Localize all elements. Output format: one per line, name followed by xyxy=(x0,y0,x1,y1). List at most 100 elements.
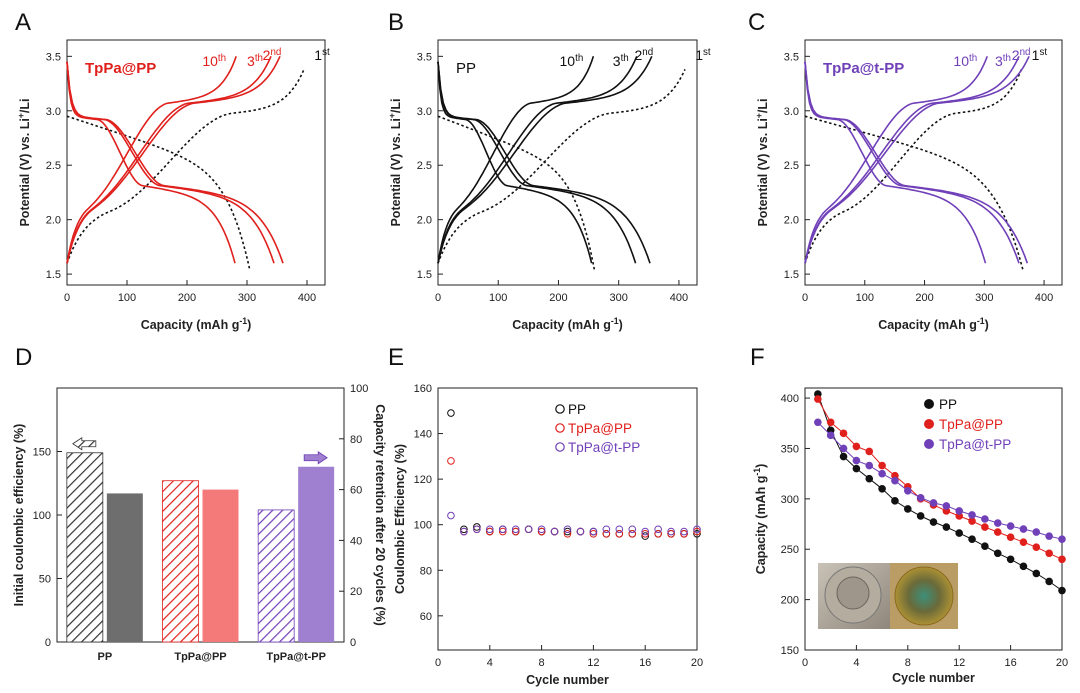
chart-b-charge-discharge-pp: 0 100 200 300 400 1.5 2.0 2.5 3.0 3.5 Capacity (mA… xyxy=(387,39,711,332)
panel-f-point-TpPa@PP xyxy=(852,442,861,451)
panel-f-point-TpPa@t-PP xyxy=(1058,535,1066,543)
panel-d-left-tick-label: 150 xyxy=(33,447,51,459)
panel-b-cycle-label-1st: 1st xyxy=(695,47,711,64)
panel-b-discharge-10th xyxy=(437,61,593,264)
panel-c-cycle-label-3rd: 3th xyxy=(995,53,1011,70)
panel-b-title: PP xyxy=(456,60,476,77)
panel-e-point-TpPa@PP xyxy=(498,527,507,536)
panel-d-category-label: TpPa@PP xyxy=(174,651,226,663)
panel-a-ylabel: Potential (V) vs. Li+/Li xyxy=(16,98,32,226)
panel-e-xlabel: Cycle number xyxy=(526,673,609,687)
panel-d-bar-retention-0 xyxy=(106,493,143,642)
panel-d-bar-efficiency-0 xyxy=(66,452,104,643)
panel-f-point-TpPa@PP xyxy=(1032,543,1041,552)
panel-d-right-axis-arrow xyxy=(303,450,328,465)
panel-e-point-TpPa@t-PP xyxy=(641,527,650,536)
panel-f-point-PP xyxy=(942,523,951,531)
panel-e-point-PP xyxy=(447,409,455,417)
panel-d-left-tick-label: 0 xyxy=(45,637,51,649)
panel-f-point-TpPa@PP xyxy=(1006,533,1015,541)
panel-f-legend-label: PP xyxy=(939,397,957,412)
panel-f-xtick-label: 8 xyxy=(905,657,911,669)
panel-a-xtick-label: 200 xyxy=(178,292,196,304)
panel-e-point-TpPa@PP xyxy=(667,530,675,538)
panel-f-legend-label: TpPa@t-PP xyxy=(939,437,1011,452)
panel-e-point-TpPa@t-PP xyxy=(486,525,494,534)
panel-f-point-TpPa@PP xyxy=(981,523,989,531)
panel-f-point-PP xyxy=(891,497,899,505)
panel-f-point-PP xyxy=(1006,555,1015,564)
panel-e-point-TpPa@t-PP xyxy=(498,525,507,534)
chart-e-coulombic-efficiency: 0 4 8 12 16 20 60 80 100 120 140 160 Cycle number Cou… xyxy=(393,383,703,687)
panel-f-point-PP xyxy=(878,484,886,493)
panel-d-left-tick-label: 50 xyxy=(39,574,51,586)
panel-f-legend-marker xyxy=(924,399,934,409)
panel-a-xtick-label: 300 xyxy=(238,292,256,304)
panel-a-xtick-label: 400 xyxy=(298,292,316,304)
panel-f-point-TpPa@t-PP xyxy=(1019,525,1028,533)
panel-f-ytick-label: 200 xyxy=(781,595,799,607)
panel-f-point-TpPa@t-PP xyxy=(981,515,989,523)
panel-f-point-TpPa@t-PP xyxy=(942,502,951,510)
panel-f-point-TpPa@PP xyxy=(1045,549,1053,558)
panel-e-ytick-label: 80 xyxy=(420,565,432,577)
panel-f-point-TpPa@t-PP xyxy=(1032,528,1041,536)
panel-a-xtick-label: 0 xyxy=(64,292,70,304)
panel-e-point-TpPa@PP xyxy=(628,530,637,538)
panel-b-cycle-label-2nd: 2nd xyxy=(634,47,653,64)
panel-f-point-PP xyxy=(993,549,1002,558)
panel-f-point-TpPa@t-PP xyxy=(955,507,963,515)
panel-d-bar-retention-2 xyxy=(298,466,335,642)
panel-b-charge-2nd xyxy=(437,55,653,264)
panel-c-xtick-label: 0 xyxy=(802,292,808,304)
panel-a-ytick-label: 1.5 xyxy=(46,269,61,281)
panel-e-point-TpPa@PP xyxy=(602,530,611,538)
panel-f-xtick-label: 20 xyxy=(1056,657,1068,669)
panel-e-xtick-label: 20 xyxy=(691,657,703,669)
panel-f-xtick-label: 12 xyxy=(953,657,965,669)
panel-f-xtick-label: 0 xyxy=(802,657,808,669)
panel-e-point-TpPa@t-PP xyxy=(550,527,559,536)
panel-f-point-PP xyxy=(1032,569,1041,578)
panel-a-cycle-label-1st: 1st xyxy=(314,47,330,64)
panel-a-charge-3rd xyxy=(66,55,272,264)
panel-e-ytick-label: 140 xyxy=(414,429,432,441)
panel-d-right-tick-label: 60 xyxy=(350,485,362,497)
panel-f-point-PP xyxy=(929,518,938,526)
panel-f-point-TpPa@t-PP xyxy=(839,444,848,453)
panel-f-legend-label: TpPa@PP xyxy=(939,417,1003,432)
panel-e-point-TpPa@t-PP xyxy=(537,525,546,534)
panel-e-point-TpPa@PP xyxy=(589,530,598,538)
panel-e-legend-marker xyxy=(555,442,565,452)
panel-d-category-label: PP xyxy=(97,651,112,663)
panel-f-point-PP xyxy=(968,535,976,543)
panel-e-point-TpPa@t-PP xyxy=(563,525,572,534)
panel-f-ytick-label: 250 xyxy=(781,544,799,556)
panel-a-discharge-2nd xyxy=(66,61,284,264)
panel-f-point-TpPa@t-PP xyxy=(865,461,874,470)
panel-e-xtick-label: 4 xyxy=(487,657,493,669)
panel-c-title: TpPa@t-PP xyxy=(823,60,904,77)
panel-a-ytick-label: 3.0 xyxy=(46,106,61,118)
panel-d-left-tick-label: 100 xyxy=(33,510,51,522)
panel-e-point-TpPa@t-PP xyxy=(524,525,533,534)
panel-e-point-PP xyxy=(693,530,701,538)
panel-b-ytick-label: 3.5 xyxy=(417,51,432,63)
panel-letter-f: F xyxy=(750,344,765,371)
panel-f-point-PP xyxy=(904,505,912,513)
panel-f-point-TpPa@t-PP xyxy=(1045,532,1053,540)
panel-e-point-TpPa@t-PP xyxy=(654,525,662,534)
panel-f-point-TpPa@t-PP xyxy=(904,486,912,495)
panel-c-discharge-1st xyxy=(804,115,1024,272)
panel-e-point-TpPa@t-PP xyxy=(628,525,637,534)
panel-e-point-TpPa@PP xyxy=(511,527,520,536)
panel-f-point-TpPa@t-PP xyxy=(968,511,976,519)
panel-e-point-TpPa@t-PP xyxy=(447,511,455,520)
panel-c-discharge-3rd xyxy=(804,61,1020,264)
panel-e-frame xyxy=(437,387,698,651)
panel-c-ytick-label: 3.5 xyxy=(784,51,799,63)
panel-e-point-TpPa@t-PP xyxy=(511,525,520,534)
panel-c-ytick-label: 3.0 xyxy=(784,106,799,118)
panel-e-legend-label: TpPa@PP xyxy=(568,421,632,436)
